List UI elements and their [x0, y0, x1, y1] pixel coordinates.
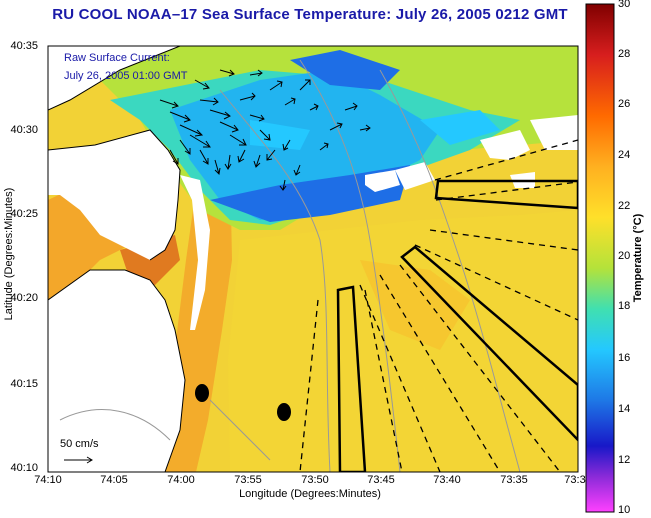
- x-tick: 74:10: [34, 474, 62, 486]
- colorbar-tick: 12: [618, 454, 631, 466]
- y-tick: 40:25: [10, 208, 38, 220]
- x-tick: 73:40: [433, 474, 461, 486]
- overlay-line2: July 26, 2005 01:00 GMT: [64, 70, 188, 82]
- x-tick: 73:45: [367, 474, 395, 486]
- x-tick: 73:3: [564, 474, 586, 486]
- x-tick: 73:55: [234, 474, 262, 486]
- colorbar-tick: 26: [618, 98, 631, 110]
- scale-label: 50 cm/s: [60, 438, 99, 450]
- y-tick: 40:35: [10, 40, 38, 52]
- colorbar: [585, 3, 615, 513]
- colorbar-tick: 18: [618, 300, 631, 312]
- map-title: RU COOL NOAA–17 Sea Surface Temperature:…: [52, 6, 568, 23]
- colorbar-tick: 10: [618, 504, 631, 516]
- colorbar-tick: 30: [618, 0, 631, 10]
- x-tick: 74:05: [100, 474, 128, 486]
- colorbar-tick: 22: [618, 200, 631, 212]
- y-tick: 40:30: [10, 124, 38, 136]
- colorbar-tick: 16: [618, 352, 631, 364]
- y-tick: 40:10: [10, 462, 38, 474]
- x-axis-label: Longitude (Degrees:Minutes): [239, 488, 381, 500]
- sst-field: [48, 46, 578, 472]
- x-tick: 73:35: [500, 474, 528, 486]
- colorbar-tick: 20: [618, 250, 631, 262]
- x-tick: 73:50: [301, 474, 329, 486]
- colorbar-tick: 24: [618, 149, 631, 161]
- y-tick: 40:15: [10, 378, 38, 390]
- x-tick: 74:00: [167, 474, 195, 486]
- colorbar-tick: 14: [618, 403, 631, 415]
- overlay-line1: Raw Surface Current:: [64, 52, 170, 64]
- colorbar-tick: 28: [618, 48, 631, 60]
- y-tick: 40:20: [10, 292, 38, 304]
